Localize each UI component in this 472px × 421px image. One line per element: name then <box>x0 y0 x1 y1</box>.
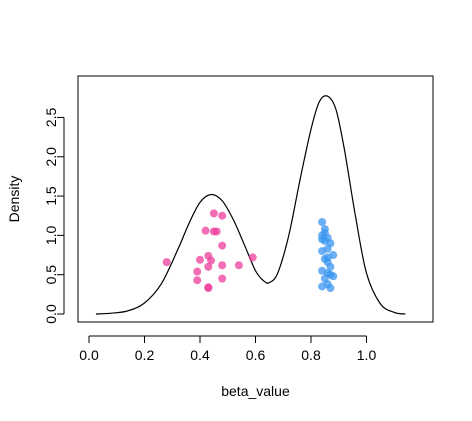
data-point-series-1 <box>209 209 218 218</box>
y-tick-label: 2.5 <box>43 108 59 128</box>
plot-box <box>77 75 434 323</box>
x-axis: 0.0 0.2 0.4 0.6 0.8 1.0 <box>79 335 377 363</box>
x-axis-label: beta_value <box>221 383 290 399</box>
y-tick-label: 2.0 <box>43 147 59 167</box>
x-tick-label: 0.6 <box>246 347 266 363</box>
x-tick-label: 1.0 <box>357 347 377 363</box>
y-tick-label: 1.5 <box>43 186 59 206</box>
data-point-series-1 <box>204 284 213 293</box>
data-point-series-1 <box>218 261 227 270</box>
y-tick-label: 0.0 <box>43 304 59 324</box>
y-tick-label: 1.0 <box>43 225 59 245</box>
data-point-series-1 <box>248 253 257 262</box>
data-point-series-2 <box>329 272 338 281</box>
data-point-series-1 <box>196 255 204 264</box>
x-tick-label: 0.2 <box>135 347 155 363</box>
data-point-series-1 <box>234 261 243 270</box>
data-point-series-1 <box>218 241 227 250</box>
data-point-series-2 <box>318 235 327 244</box>
x-tick-label: 0.8 <box>301 347 321 363</box>
data-point-series-2 <box>318 218 327 227</box>
y-axis: 0.0 0.5 1.0 1.5 2.0 2.5 <box>43 108 65 324</box>
density-curve <box>95 95 406 315</box>
scatter-points <box>162 209 338 293</box>
data-point-series-1 <box>201 226 210 235</box>
data-point-series-2 <box>318 282 327 291</box>
data-point-series-1 <box>193 276 202 285</box>
x-tick-label: 0.4 <box>190 347 210 363</box>
data-point-series-2 <box>318 247 327 256</box>
data-point-series-1 <box>162 258 171 267</box>
y-tick-label: 0.5 <box>43 265 59 285</box>
data-point-series-2 <box>326 284 335 293</box>
data-point-series-1 <box>218 211 227 220</box>
data-point-series-1 <box>193 267 202 276</box>
data-point-series-1 <box>212 227 221 236</box>
data-point-series-1 <box>204 262 213 271</box>
data-point-series-1 <box>207 256 216 265</box>
y-axis-label: Density <box>6 176 22 223</box>
data-point-series-2 <box>326 262 335 271</box>
x-tick-label: 0.0 <box>79 347 99 363</box>
data-point-series-1 <box>218 274 227 283</box>
